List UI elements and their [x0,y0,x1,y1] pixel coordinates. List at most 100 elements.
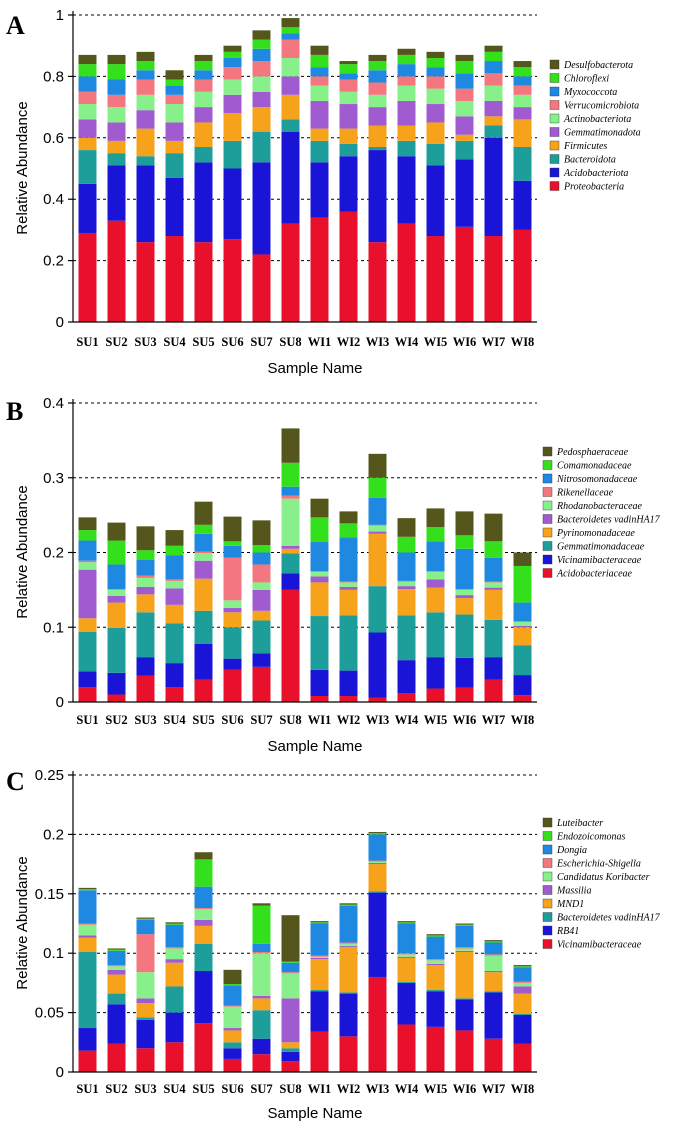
bar-segment [310,923,329,956]
y-tick-label: 0.4 [43,191,64,208]
bar-segment [136,918,155,920]
x-tick-label: SU6 [221,335,243,349]
bar-segment [513,229,532,322]
bar-segment [513,695,532,702]
bar-segment [107,94,126,108]
bar-segment [223,557,242,601]
chart-panel-c: 0 0.05 0.1 0.15 0.2 0.25 SU1 SU2 SU3 SU4 SU5 SU6 SU7… [14,767,661,1122]
x-tick-label: SU1 [76,713,98,727]
bar-segment [426,965,445,991]
bar-segment [339,156,358,212]
x-tick-label: WI5 [424,335,448,349]
bar-segment [426,541,445,572]
bar-segment [194,533,213,552]
bar-segment [136,550,155,560]
bar-segment [252,582,271,590]
bar-segment [252,666,271,702]
bar-segment [397,660,416,694]
bar-segment [252,589,271,611]
x-tick-label: WI1 [308,1082,332,1096]
bar-segment [426,165,445,237]
bar-segment [107,602,126,628]
bar-segment [455,140,474,160]
bar-segment [281,131,300,224]
bar-segment [165,177,184,237]
bar-segment [513,625,532,628]
y-tick-label: 0.2 [43,545,64,562]
bar-segment [223,140,242,169]
bar-segment [78,104,97,120]
bar-segment [252,61,271,77]
x-tick-label: WI6 [453,713,477,727]
x-tick-label: SU1 [76,1082,98,1096]
bar-segment [223,607,242,613]
bar-segment [107,965,126,967]
bar-segment [252,254,271,322]
legend-label: Myxococcota [563,87,617,98]
bar-segment [136,94,155,111]
bar-segment [252,1054,271,1072]
legend-label: Gemmatimonadaceae [557,542,645,553]
bar-segment [339,143,358,157]
bar-segment [165,79,184,86]
bar-segment [397,54,416,65]
bar-segment [368,70,387,83]
bar-segment [513,621,532,623]
bar-segment [426,579,445,588]
bar-segment [223,239,242,322]
bar-segment [397,954,416,957]
bar-segment [513,981,532,983]
x-tick-label: SU8 [279,713,301,727]
bar-segment [310,922,329,924]
bar-segment [484,73,503,86]
bar-segment [252,905,271,944]
bar-segment [426,571,445,572]
bar-segment [107,1043,126,1072]
x-tick-label: WI7 [482,713,506,727]
y-tick-label: 0.25 [35,767,64,784]
bar-segment [78,671,97,688]
bar-segment [426,67,445,77]
bar-segment [107,589,126,590]
legend-swatch [542,939,553,949]
bar-segment [368,533,387,587]
bar-segment [368,107,387,126]
bar-segment [484,619,503,658]
bar-segment [310,956,329,958]
bar-segment [455,950,474,953]
bar-segment [484,137,503,237]
x-tick-label: SU7 [250,713,272,727]
bar-segment [223,1048,242,1059]
x-tick-label: SU1 [76,335,98,349]
bar-segment [136,51,155,62]
bar-segment [513,967,532,982]
y-tick-label: 0.3 [43,470,64,487]
x-tick-label: WI1 [308,335,332,349]
legend: Pedosphaeraceae Comamonadaceae Nitrosomona… [542,446,661,580]
bar-segment [107,969,126,975]
bar-segment [165,545,184,556]
bar-segment [252,552,271,565]
legend-label: Luteibacter [556,818,603,829]
bar-segment [281,94,300,120]
bar-segment [310,959,329,991]
bar-segment [397,125,416,141]
bar-segment [223,627,242,659]
bar-segment [136,972,155,999]
bar-segment [78,923,97,925]
bar-segment [455,61,474,74]
bar-segment [165,530,184,546]
bar-segment [107,140,126,154]
bar-segment [310,990,329,992]
bar-segment [194,91,213,108]
y-axis-title: Relative Abundance [14,485,31,618]
bar-segment [252,162,271,255]
bar-segment [397,76,416,86]
bar-segment [455,226,474,322]
bar-segment [310,669,329,697]
x-tick-label: WI2 [337,1082,361,1096]
x-axis-title: Sample Name [267,738,362,755]
bar-segment [107,107,126,123]
bar-segment [165,986,184,1013]
bar-segment [484,941,503,943]
